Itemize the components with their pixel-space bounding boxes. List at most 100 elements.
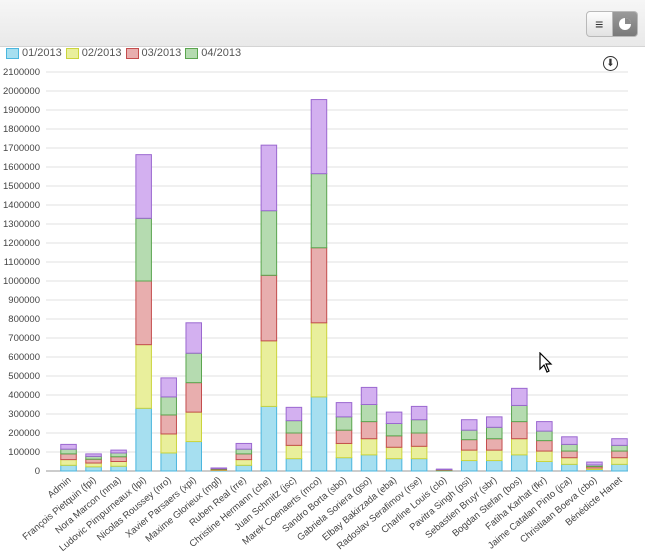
mouse-cursor-icon bbox=[539, 351, 553, 379]
bar-segment bbox=[285, 420, 303, 434]
y-tick-label: 200000 bbox=[8, 428, 40, 439]
bar-segment bbox=[611, 450, 628, 459]
y-tick-label: 2100000 bbox=[3, 67, 40, 78]
bar-segment bbox=[310, 173, 328, 249]
y-tick-label: 1600000 bbox=[3, 162, 40, 173]
bar-segment bbox=[460, 460, 478, 472]
bar-segment bbox=[385, 423, 403, 437]
bar-segment bbox=[561, 463, 578, 472]
pie-chart-icon[interactable] bbox=[612, 11, 638, 37]
list-icon[interactable]: ≡ bbox=[586, 11, 613, 37]
legend-item-3[interactable]: 03/2013 bbox=[125, 47, 181, 59]
bar-segment bbox=[60, 459, 77, 466]
bar-segment bbox=[410, 445, 428, 460]
legend-swatch bbox=[65, 47, 79, 59]
y-tick-label: 1000000 bbox=[3, 276, 40, 287]
bar-segment bbox=[360, 404, 378, 423]
legend-swatch bbox=[125, 47, 139, 59]
y-tick-label: 500000 bbox=[8, 371, 40, 382]
y-tick-label: 400000 bbox=[8, 390, 40, 401]
bar-segment bbox=[485, 460, 503, 472]
bar-segment bbox=[260, 340, 278, 407]
bar-segment bbox=[285, 444, 303, 460]
legend-label: 04/2013 bbox=[201, 47, 242, 59]
legend-item-4[interactable]: 04/2013 bbox=[185, 47, 241, 59]
bar-segment bbox=[536, 421, 553, 432]
legend-item-1[interactable]: 01/2013 bbox=[6, 47, 62, 59]
legend-item-2[interactable]: 02/2013 bbox=[65, 47, 122, 59]
bar-segment bbox=[110, 461, 127, 467]
bar-segment bbox=[285, 406, 303, 422]
bar-segment bbox=[310, 99, 328, 175]
bar-segment bbox=[260, 210, 278, 276]
y-tick-label: 1200000 bbox=[3, 238, 40, 249]
bar-segment bbox=[235, 464, 253, 472]
y-tick-label: 800000 bbox=[8, 314, 40, 325]
bar-segment bbox=[160, 414, 177, 435]
legend-label: 02/2013 bbox=[81, 47, 122, 59]
y-tick-label: 1500000 bbox=[3, 181, 40, 192]
toolbar: ≡ bbox=[0, 0, 645, 47]
y-tick-label: 900000 bbox=[8, 295, 40, 306]
bar-segment bbox=[410, 405, 428, 421]
bar-segment bbox=[335, 429, 353, 444]
bar-segment bbox=[185, 322, 203, 354]
bar-segment bbox=[586, 461, 603, 466]
bar-segment bbox=[185, 441, 203, 472]
bar-segment bbox=[235, 442, 253, 450]
bar-segment bbox=[110, 465, 127, 472]
bar-segment bbox=[611, 457, 628, 465]
bar-segment bbox=[160, 452, 177, 472]
bar-segment bbox=[310, 396, 328, 472]
legend-swatch bbox=[185, 47, 199, 59]
y-tick-label: 1900000 bbox=[3, 105, 40, 116]
bar-segment bbox=[135, 154, 152, 219]
y-tick-label: 600000 bbox=[8, 352, 40, 363]
view-toggle: ≡ bbox=[586, 11, 638, 37]
bar-segment bbox=[460, 429, 478, 441]
bar-segment bbox=[611, 438, 628, 446]
bar-segment bbox=[360, 454, 378, 472]
bar-segment bbox=[485, 438, 503, 451]
bar-segment bbox=[335, 416, 353, 431]
bar-segment bbox=[85, 458, 102, 464]
download-icon[interactable]: ⬇ bbox=[603, 56, 618, 71]
bar-segment bbox=[110, 456, 127, 462]
y-tick-label: 1400000 bbox=[3, 200, 40, 211]
y-tick-label: 1700000 bbox=[3, 143, 40, 154]
y-tick-label: 1100000 bbox=[4, 257, 40, 268]
bar-segment bbox=[260, 144, 278, 212]
bar-segment bbox=[160, 396, 177, 416]
bar-segment bbox=[385, 411, 403, 425]
legend-label: 01/2013 bbox=[22, 47, 62, 59]
bar-segment bbox=[485, 426, 503, 440]
bar-segment bbox=[235, 453, 253, 461]
y-tick-label: 1300000 bbox=[3, 219, 40, 230]
bar-segment bbox=[536, 430, 553, 442]
bar-segment bbox=[410, 432, 428, 447]
bar-segment bbox=[160, 377, 177, 398]
bar-segment bbox=[260, 405, 278, 472]
bar-segment bbox=[85, 453, 102, 457]
bar-segment bbox=[410, 458, 428, 472]
bar-segment bbox=[360, 438, 378, 456]
bar-segment bbox=[460, 439, 478, 451]
y-tick-label: 0 bbox=[35, 466, 40, 477]
bar-segment bbox=[160, 433, 177, 454]
bar-segment bbox=[60, 464, 77, 472]
bar-segment bbox=[561, 457, 578, 465]
bar-segment bbox=[310, 247, 328, 324]
bar-segment bbox=[60, 443, 77, 450]
bar-segment bbox=[185, 382, 203, 413]
bar-segment bbox=[85, 462, 102, 468]
bar-segment bbox=[410, 419, 428, 434]
bar-segment bbox=[60, 453, 77, 461]
bar-segment bbox=[135, 280, 152, 346]
bar-segment bbox=[360, 421, 378, 440]
bar-segment bbox=[536, 461, 553, 472]
bar-segment bbox=[561, 443, 578, 452]
y-tick-label: 300000 bbox=[8, 409, 40, 420]
bar-segment bbox=[335, 442, 353, 459]
bar-segment bbox=[185, 352, 203, 384]
